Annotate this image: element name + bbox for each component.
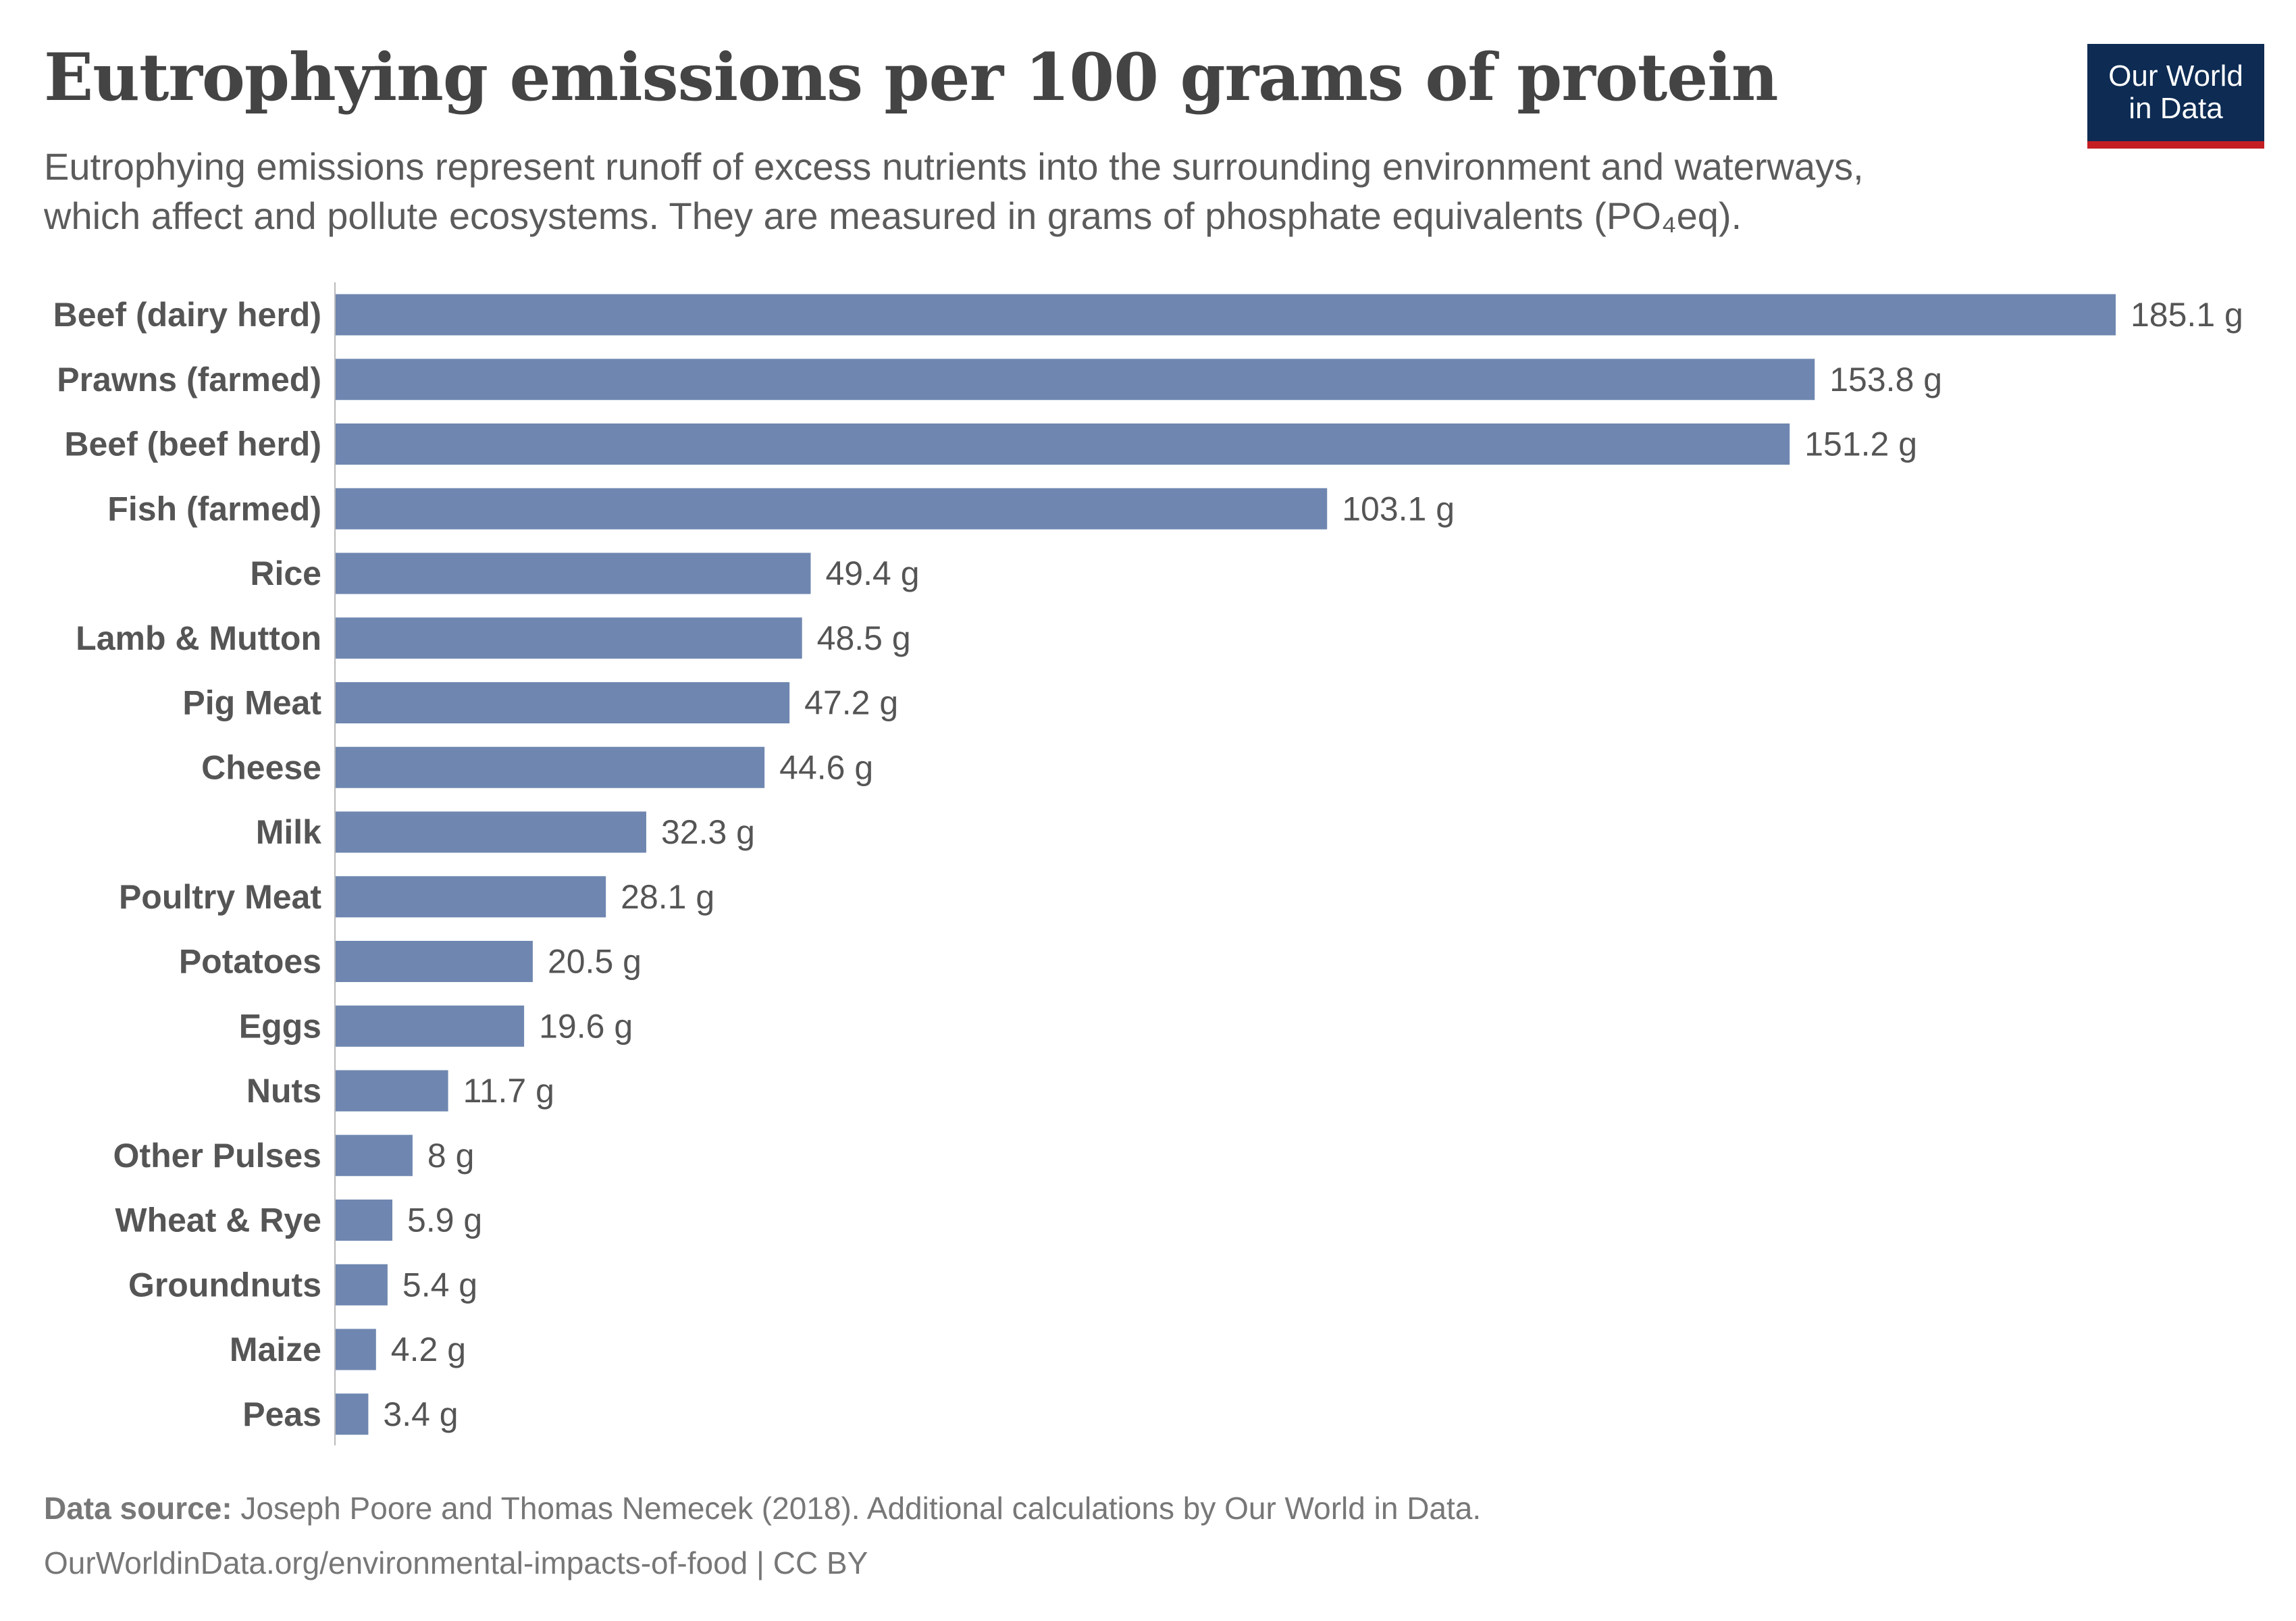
bar[interactable] bbox=[336, 876, 606, 918]
owid-logo[interactable]: Our World in Data bbox=[2087, 44, 2264, 149]
value-label: 11.7 g bbox=[463, 1072, 554, 1110]
bar[interactable] bbox=[336, 359, 1815, 401]
value-label: 5.9 g bbox=[407, 1202, 482, 1239]
value-label: 20.5 g bbox=[548, 943, 642, 981]
subtitle-line-1: Eutrophying emissions represent runoff o… bbox=[44, 145, 1864, 188]
bar[interactable] bbox=[336, 682, 790, 723]
bar[interactable] bbox=[336, 1393, 369, 1435]
value-label: 153.8 g bbox=[1829, 361, 1942, 398]
logo-line-1: Our World bbox=[2108, 59, 2243, 93]
chart-title: Eutrophying emissions per 100 grams of p… bbox=[44, 39, 1779, 115]
value-label: 3.4 g bbox=[383, 1395, 458, 1433]
value-label: 4.2 g bbox=[391, 1331, 466, 1368]
category-label: Beef (beef herd) bbox=[64, 426, 321, 463]
bar[interactable] bbox=[336, 1264, 388, 1306]
subtitle-line-2: which affect and pollute ecosystems. The… bbox=[44, 195, 1742, 237]
value-label: 47.2 g bbox=[804, 684, 898, 722]
bar[interactable] bbox=[336, 1135, 413, 1177]
category-label: Pig Meat bbox=[182, 684, 321, 722]
value-label: 44.6 g bbox=[779, 748, 873, 786]
value-label: 151.2 g bbox=[1804, 426, 1917, 463]
category-label: Beef (dairy herd) bbox=[53, 296, 321, 334]
source-link[interactable]: OurWorldinData.org/environmental-impacts… bbox=[44, 1545, 868, 1580]
category-label: Prawns (farmed) bbox=[57, 361, 321, 398]
category-label: Peas bbox=[242, 1395, 321, 1433]
category-label: Poultry Meat bbox=[119, 878, 321, 916]
chart-subtitle: Eutrophying emissions represent runoff o… bbox=[44, 142, 2056, 240]
category-label: Other Pulses bbox=[113, 1137, 321, 1175]
bar[interactable] bbox=[336, 941, 533, 982]
value-label: 5.4 g bbox=[402, 1266, 477, 1304]
category-label: Groundnuts bbox=[128, 1266, 321, 1304]
value-label: 48.5 g bbox=[817, 619, 911, 657]
bar[interactable] bbox=[336, 1200, 393, 1241]
category-label: Lamb & Mutton bbox=[76, 619, 321, 657]
value-label: 103.1 g bbox=[1342, 490, 1455, 528]
category-label: Rice bbox=[250, 555, 321, 592]
bar[interactable] bbox=[336, 552, 811, 594]
data-source-text: Joseph Poore and Thomas Nemecek (2018). … bbox=[232, 1491, 1482, 1526]
bar[interactable] bbox=[336, 423, 1790, 465]
bar[interactable] bbox=[336, 294, 2116, 336]
logo-line-2: in Data bbox=[2129, 92, 2223, 125]
category-label: Eggs bbox=[239, 1007, 321, 1045]
value-label: 28.1 g bbox=[621, 878, 714, 916]
bar[interactable] bbox=[336, 746, 765, 788]
value-label: 19.6 g bbox=[539, 1007, 633, 1045]
category-label: Wheat & Rye bbox=[115, 1202, 321, 1239]
category-label: Fish (farmed) bbox=[107, 490, 321, 528]
value-label: 185.1 g bbox=[2131, 296, 2243, 334]
bar[interactable] bbox=[336, 488, 1328, 530]
bar[interactable] bbox=[336, 811, 646, 853]
category-label: Nuts bbox=[246, 1072, 321, 1110]
value-label: 32.3 g bbox=[661, 813, 755, 851]
category-label: Cheese bbox=[201, 748, 321, 786]
bar[interactable] bbox=[336, 1070, 448, 1112]
bar[interactable] bbox=[336, 617, 802, 659]
data-source-note: Data source: Joseph Poore and Thomas Nem… bbox=[44, 1488, 1481, 1528]
bar[interactable] bbox=[336, 1329, 376, 1370]
bar[interactable] bbox=[336, 1005, 525, 1047]
category-label: Potatoes bbox=[179, 943, 321, 981]
category-label: Maize bbox=[230, 1331, 321, 1368]
data-source-label: Data source: bbox=[44, 1491, 232, 1526]
category-label: Milk bbox=[256, 813, 321, 851]
value-label: 8 g bbox=[427, 1137, 475, 1175]
value-label: 49.4 g bbox=[826, 555, 920, 592]
